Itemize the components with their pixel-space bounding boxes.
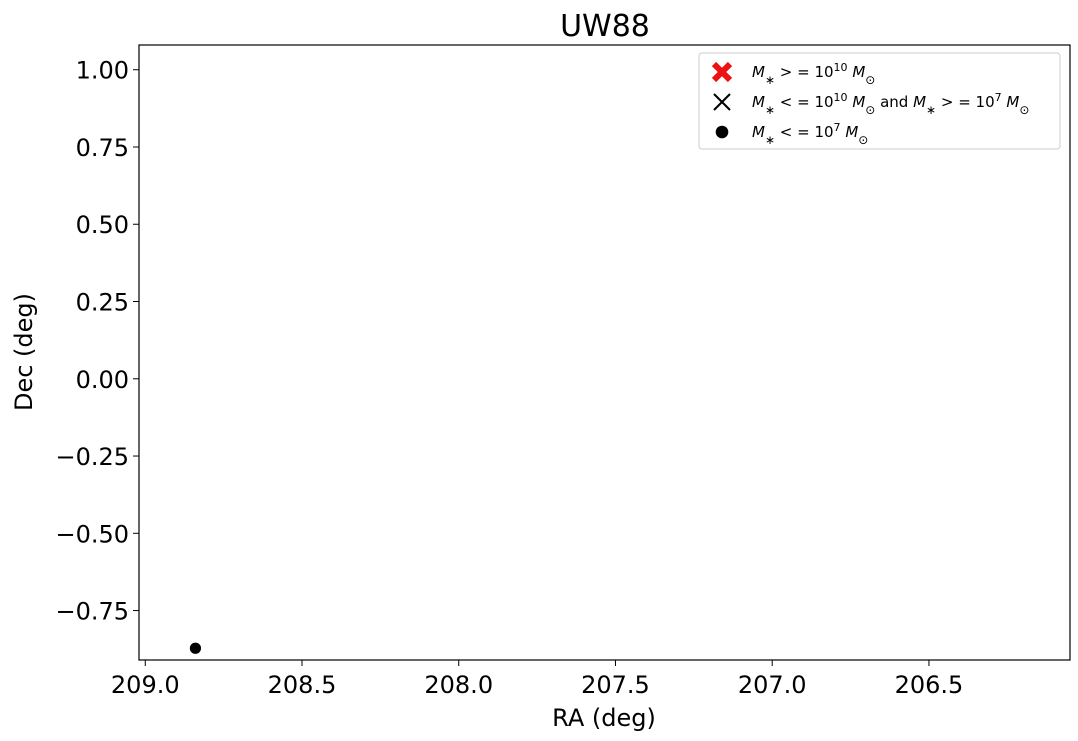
legend-marker [715, 125, 729, 139]
x-tick-label: 207.0 [738, 671, 807, 699]
y-tick-label: −0.50 [55, 520, 129, 548]
x-axis: 209.0 208.5 208.0 207.5 207.0 206.5 [111, 660, 963, 699]
x-tick-label: 206.5 [895, 671, 964, 699]
data-points [189, 642, 202, 654]
legend-box [698, 52, 1061, 150]
y-tick-label: 1.00 [76, 57, 129, 85]
x-tick-label: 207.5 [581, 671, 650, 699]
y-tick-label: −0.25 [55, 443, 129, 471]
y-tick-label: 0.50 [76, 211, 129, 239]
plot-area [138, 44, 1071, 661]
y-axis: 1.00 0.75 0.50 0.25 0.00 −0.25 −0.50 −0.75 [55, 57, 139, 626]
x-axis-label: RA (deg) [552, 704, 656, 732]
x-tick-label: 209.0 [111, 671, 180, 699]
y-tick-label: −0.75 [55, 598, 129, 626]
legend-label: M∗ < = 107 M⊙ [752, 121, 868, 148]
chart-title: UW88 [560, 9, 650, 44]
x-tick-label: 208.5 [268, 671, 337, 699]
y-tick-label: 0.00 [76, 366, 129, 394]
data-point [189, 642, 202, 654]
legend-marker [711, 61, 733, 83]
y-tick-label: 0.75 [76, 134, 129, 162]
x-tick-label: 208.0 [424, 671, 493, 699]
legend-label: M∗ > = 1010 M⊙ [752, 61, 875, 88]
legend-label: M∗ < = 1010 M⊙ and M∗ > = 107 M⊙ [752, 91, 1029, 118]
y-tick-label: 0.25 [76, 289, 129, 317]
y-axis-label: Dec (deg) [10, 293, 38, 411]
legend: M∗ > = 1010 M⊙ M∗ < = 1010 M⊙ and M∗ > = … [698, 52, 1061, 150]
legend-marker [713, 93, 731, 111]
